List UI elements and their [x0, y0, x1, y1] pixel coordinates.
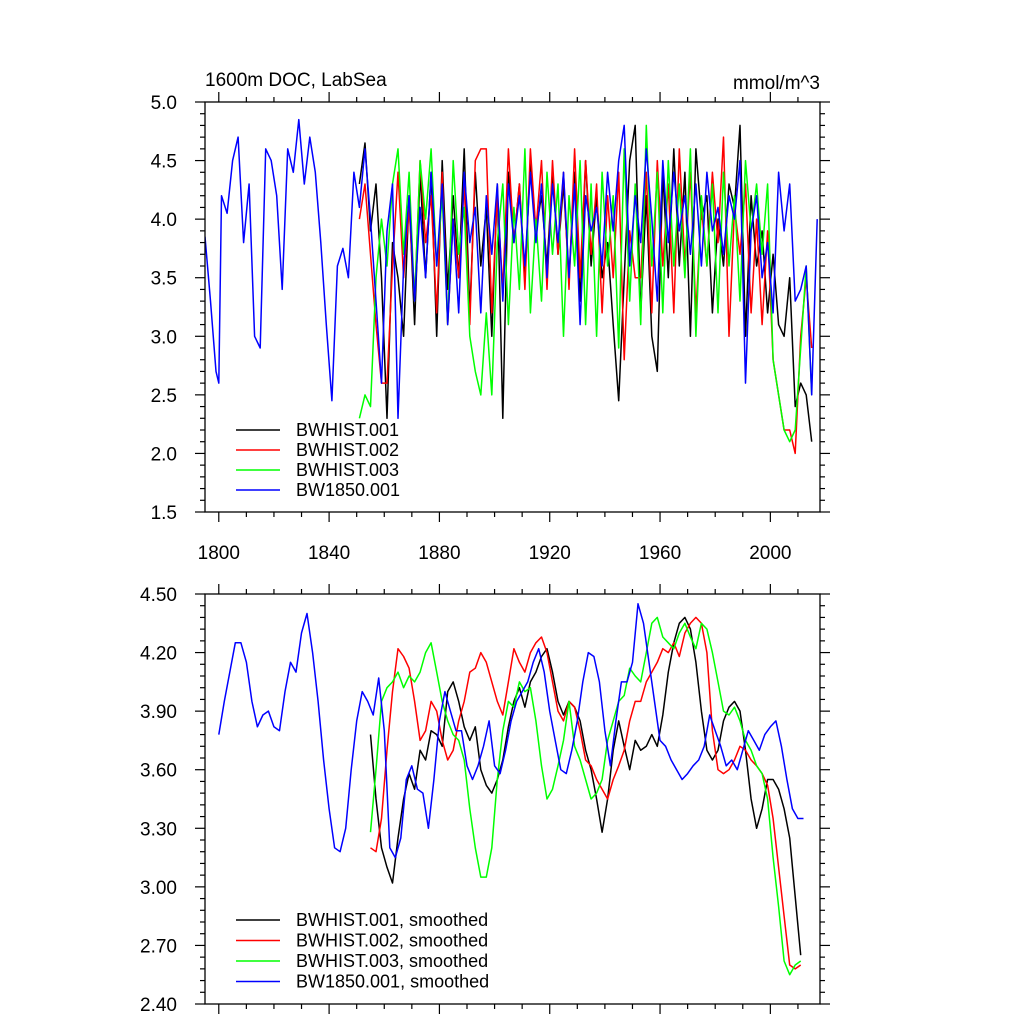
y-tick-label: 3.60 — [140, 761, 177, 782]
y-tick-label: 3.5 — [151, 269, 177, 290]
legend-label-4: BW1850.001 — [296, 480, 400, 500]
y-tick-label: 4.0 — [151, 210, 177, 231]
x-tick-label: 1920 — [529, 543, 571, 564]
y-tick-label: 5.0 — [151, 93, 177, 114]
series-line-3 — [369, 616, 802, 976]
x-tick-label: 1840 — [308, 543, 350, 564]
y-tick-label: 1.5 — [151, 503, 177, 524]
legend-label-2: BWHIST.002, smoothed — [296, 931, 488, 951]
series-line-1 — [369, 616, 802, 956]
units-label: mmol/m^3 — [733, 73, 820, 94]
series-line-4 — [218, 603, 804, 859]
x-tick-label: 1800 — [198, 543, 240, 564]
legend-label-1: BWHIST.001 — [296, 420, 399, 440]
y-tick-label: 3.90 — [140, 702, 177, 723]
series-line-2 — [370, 616, 802, 970]
legend-label-3: BWHIST.003 — [296, 460, 399, 480]
legend-label-1: BWHIST.001, smoothed — [296, 910, 488, 930]
y-tick-label: 3.00 — [140, 878, 177, 899]
y-tick-label: 3.0 — [151, 327, 177, 348]
plot-frame — [204, 593, 821, 1005]
y-tick-label: 2.0 — [151, 444, 177, 465]
plot-frame — [204, 101, 821, 513]
y-tick-label: 4.50 — [140, 585, 177, 606]
legend-label-2: BWHIST.002 — [296, 440, 399, 460]
chart-title: 1600m DOC, LabSea — [205, 70, 387, 91]
y-tick-label: 4.20 — [140, 644, 177, 665]
y-tick-label: 2.40 — [140, 995, 177, 1016]
y-tick-label: 2.5 — [151, 386, 177, 407]
legend-label-3: BWHIST.003, smoothed — [296, 951, 488, 971]
x-tick-label: 2000 — [749, 543, 791, 564]
y-tick-label: 2.70 — [140, 936, 177, 957]
legend-label-4: BW1850.001, smoothed — [296, 972, 489, 992]
y-tick-label: 3.30 — [140, 819, 177, 840]
x-tick-label: 1880 — [418, 543, 460, 564]
top-panel: 1800 1840 1880 1920 1960 2000 1.5 2.0 2.5 3.0 3.5 4… — [151, 70, 830, 564]
x-tick-label: 1960 — [639, 543, 681, 564]
bottom-panel: 2.40 2.70 3.00 3.30 3.60 3.90 4.20 4.50 BWHIST.0… — [140, 584, 830, 1016]
y-tick-label: 4.5 — [151, 152, 177, 173]
series-line-4 — [205, 118, 818, 420]
